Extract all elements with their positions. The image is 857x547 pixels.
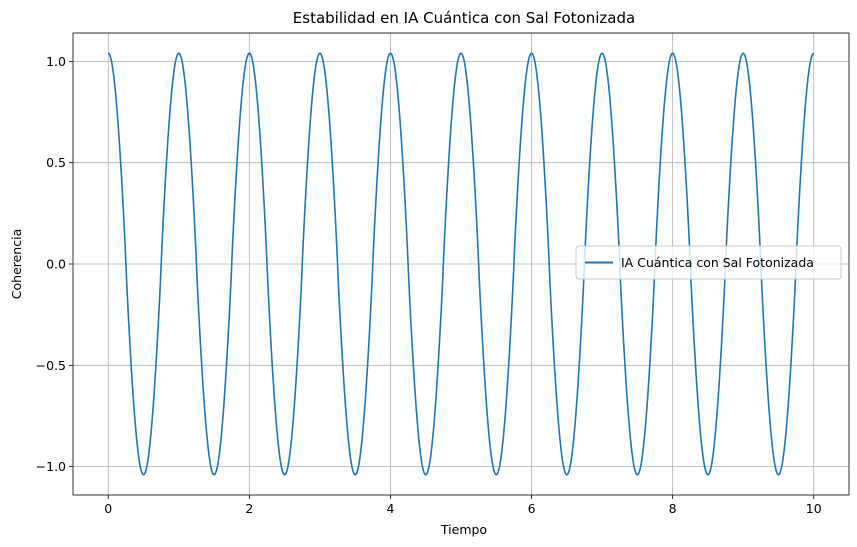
x-tick-label: 8: [669, 501, 677, 516]
y-axis-label: Coherencia: [9, 229, 24, 299]
y-tick-label: 0.0: [46, 257, 66, 272]
x-axis-label: Tiempo: [440, 522, 487, 537]
series-line: [107, 52, 815, 476]
x-tick-label: 10: [806, 501, 822, 516]
y-axis: −1.0 −0.5 0.0 0.5 1.0: [36, 54, 73, 474]
plot-area: [107, 52, 815, 476]
y-tick-label: 1.0: [46, 54, 66, 69]
y-tick-label: −0.5: [36, 358, 66, 373]
legend: IA Cuántica con Sal Fotonizada: [575, 245, 842, 280]
x-tick-label: 2: [245, 501, 253, 516]
chart-title: Estabilidad en IA Cuántica con Sal Foton…: [293, 9, 635, 27]
x-tick-label: 4: [386, 501, 394, 516]
x-axis: 0 2 4 6 8 10: [104, 495, 822, 516]
x-tick-label: 6: [528, 501, 536, 516]
x-tick-label: 0: [104, 501, 112, 516]
legend-box: [575, 245, 842, 280]
y-tick-label: −1.0: [36, 459, 66, 474]
y-tick-label: 0.5: [46, 155, 66, 170]
legend-label: IA Cuántica con Sal Fotonizada: [621, 255, 814, 270]
